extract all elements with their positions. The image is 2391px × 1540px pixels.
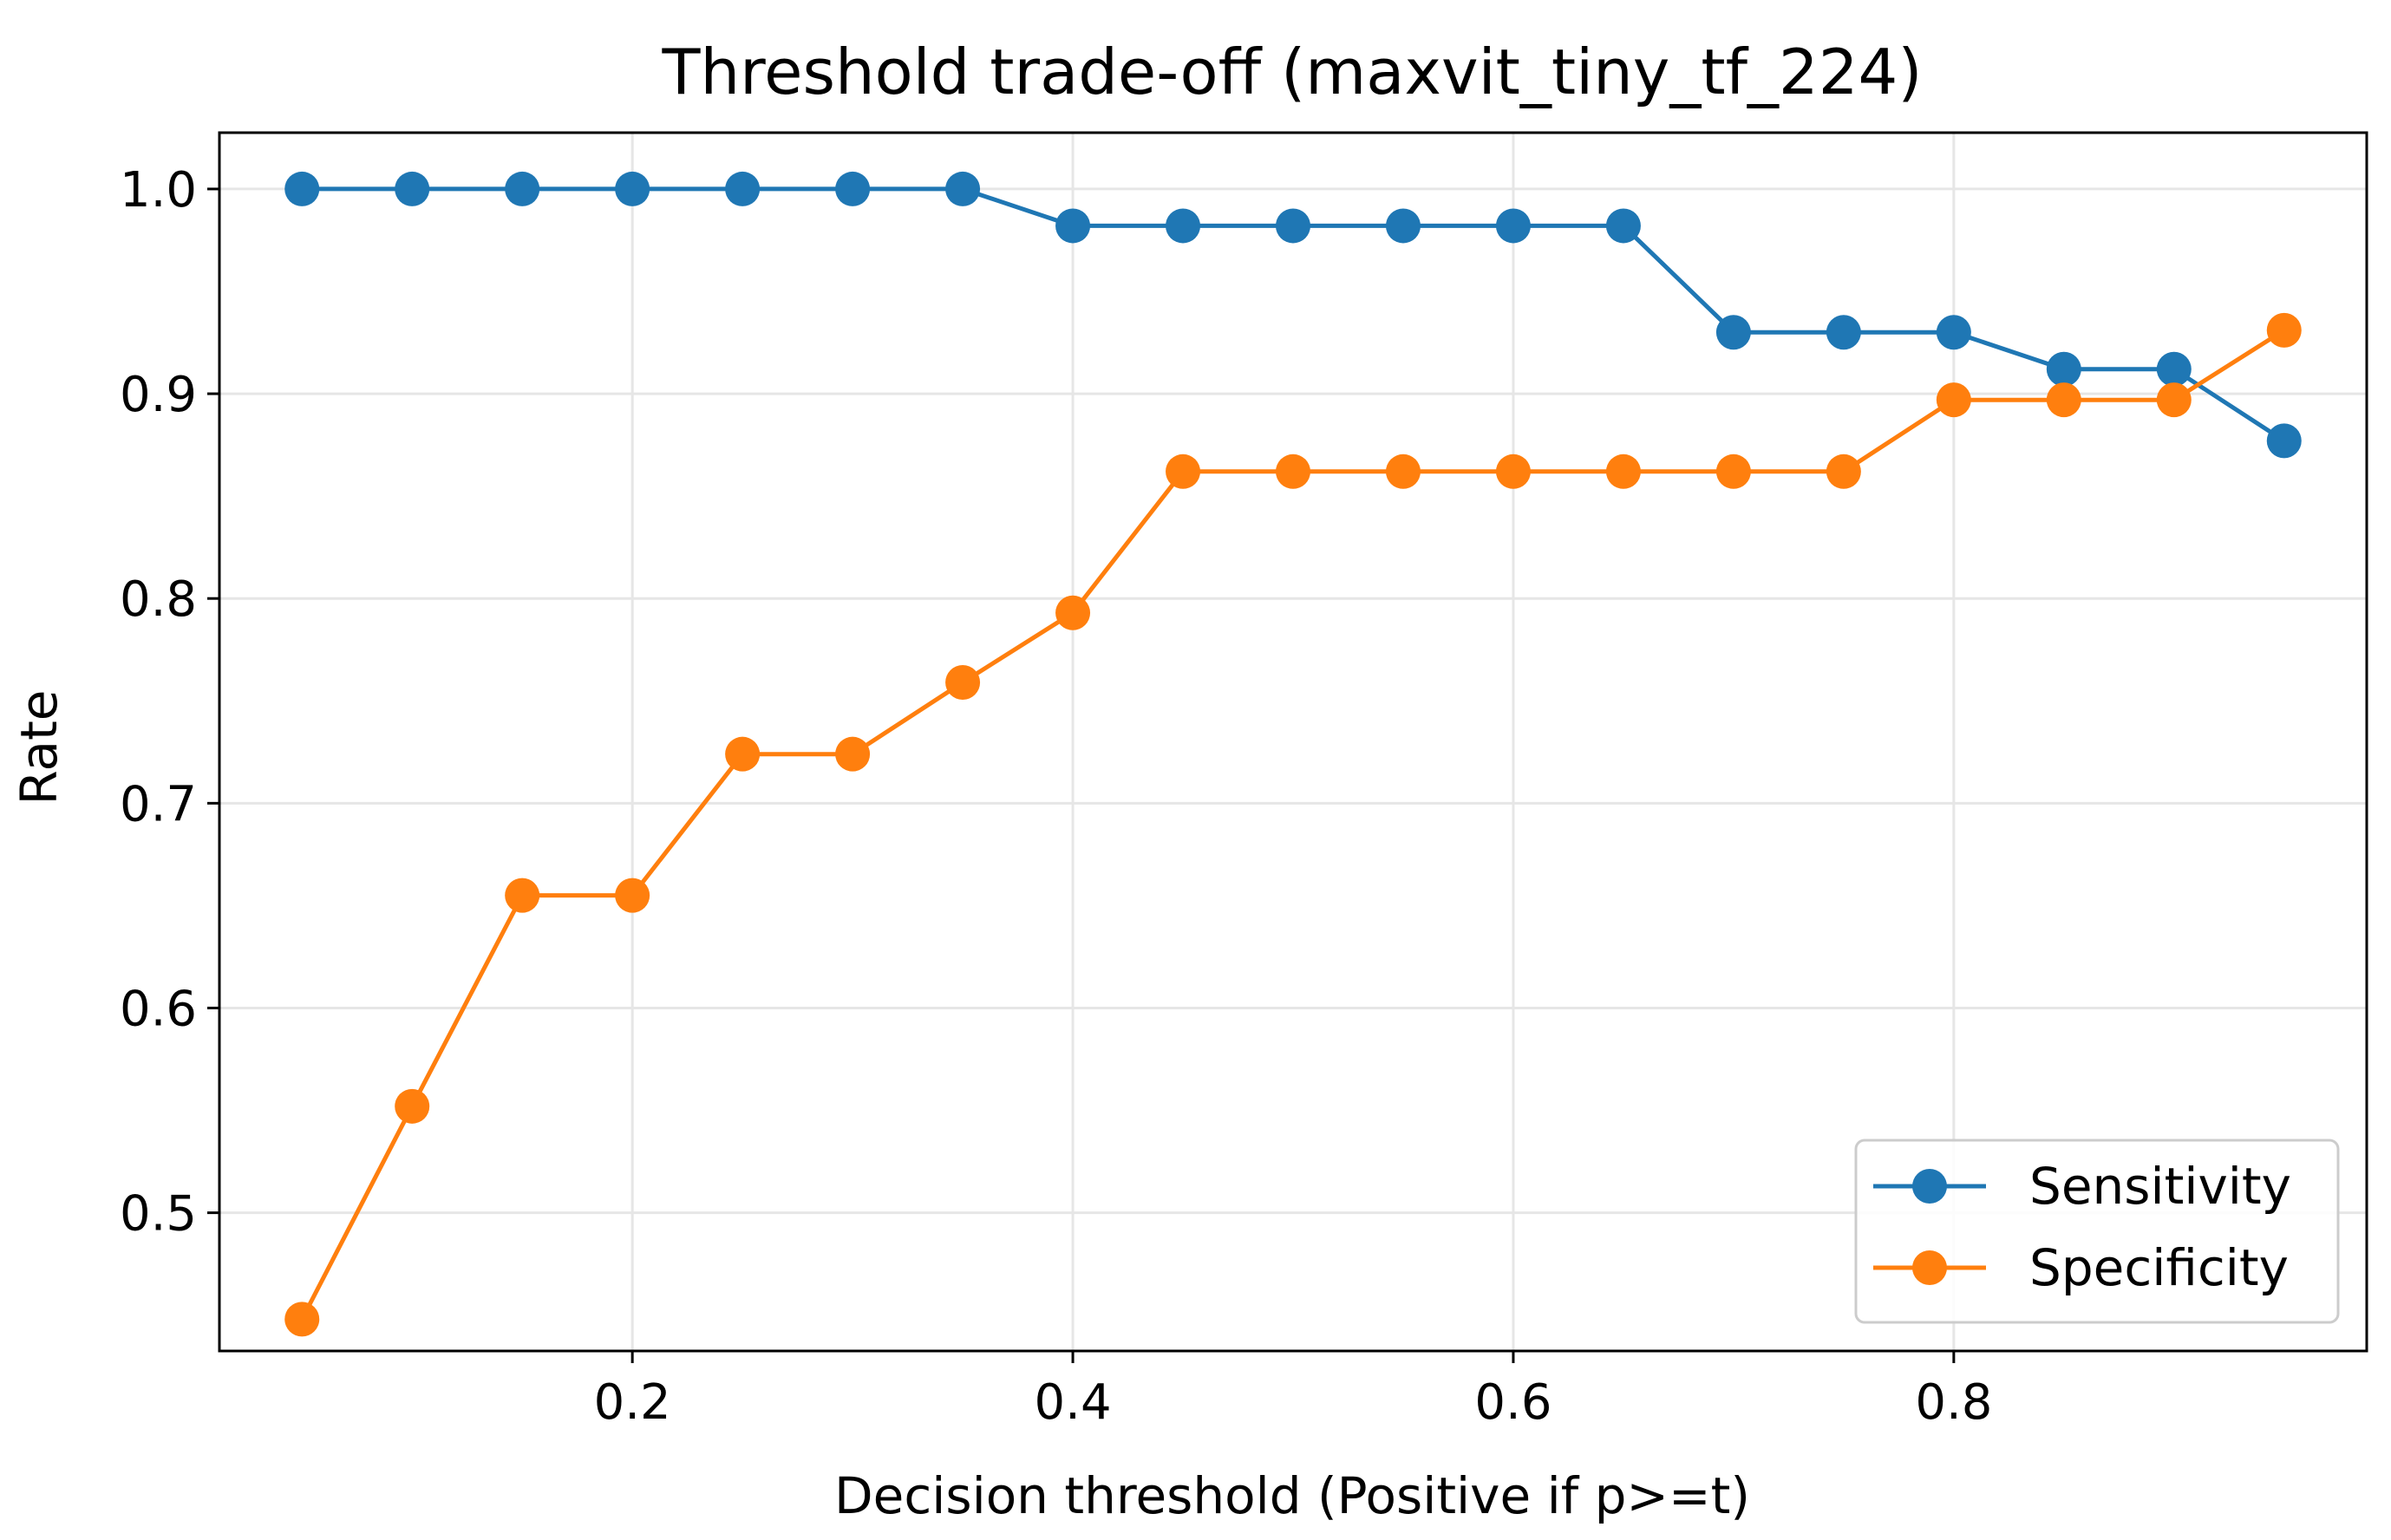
specificity-point — [1276, 454, 1310, 489]
sensitivity-point — [725, 171, 761, 206]
y-tick-label: 0.8 — [120, 571, 197, 628]
sensitivity-point — [615, 171, 650, 206]
sensitivity-point — [284, 171, 320, 206]
specificity-point — [835, 736, 871, 772]
specificity-point — [725, 736, 761, 772]
x-tick-label: 0.4 — [1035, 1374, 1112, 1431]
sensitivity-point — [2156, 351, 2192, 387]
sensitivity-point — [1605, 208, 1641, 244]
y-axis-ticks: 0.5 0.6 0.7 0.8 0.9 1.0 — [120, 162, 219, 1243]
specificity-series — [284, 312, 2302, 1337]
sensitivity-series — [284, 171, 2302, 459]
legend: Sensitivity Specificity — [1854, 1139, 2340, 1324]
sensitivity-point — [1936, 315, 1971, 350]
sensitivity-point — [1715, 315, 1751, 350]
legend-sensitivity-label: Sensitivity — [2029, 1157, 2291, 1216]
specificity-point — [2266, 312, 2302, 348]
specificity-point — [1936, 382, 1971, 418]
series-lines — [284, 171, 2302, 1337]
y-tick-label: 1.0 — [120, 162, 197, 219]
sensitivity-point — [2046, 351, 2081, 387]
specificity-point — [1826, 454, 1861, 489]
y-tick-label: 0.9 — [120, 367, 197, 423]
sensitivity-point — [1276, 208, 1310, 244]
x-tick-label: 0.8 — [1915, 1374, 1992, 1431]
legend-specificity-label: Specificity — [2029, 1238, 2289, 1297]
grid — [219, 133, 2367, 1351]
specificity-point — [1495, 454, 1531, 489]
sensitivity-point — [835, 171, 871, 206]
specificity-point — [1385, 454, 1421, 489]
sensitivity-point — [1055, 208, 1091, 244]
sensitivity-point — [1385, 208, 1421, 244]
x-axis-ticks: 0.2 0.4 0.6 0.8 — [594, 1351, 1992, 1431]
x-axis-label: Decision threshold (Positive if p>=t) — [834, 1466, 1750, 1525]
specificity-point — [1166, 454, 1201, 489]
x-tick-label: 0.6 — [1474, 1374, 1552, 1431]
y-tick-label: 0.7 — [120, 776, 197, 832]
chart-title: Threshold trade-off (maxvit_tiny_tf_224) — [662, 36, 1923, 108]
specificity-point — [2046, 382, 2081, 418]
plot-frame — [218, 131, 2368, 1353]
legend-sensitivity-marker — [1912, 1169, 1947, 1204]
y-axis-label: Rate — [10, 690, 69, 806]
x-tick-label: 0.2 — [594, 1374, 671, 1431]
specificity-point — [1055, 595, 1091, 630]
legend-specificity-marker — [1912, 1250, 1947, 1285]
specificity-point — [1605, 454, 1641, 489]
sensitivity-point — [395, 171, 430, 206]
sensitivity-point — [505, 171, 540, 206]
sensitivity-point — [1826, 315, 1861, 350]
sensitivity-point — [1495, 208, 1531, 244]
y-tick-label: 0.5 — [120, 1186, 197, 1243]
y-tick-label: 0.6 — [120, 981, 197, 1037]
sensitivity-point — [945, 171, 981, 206]
specificity-point — [945, 665, 981, 701]
sensitivity-point — [2266, 423, 2302, 459]
sensitivity-point — [1166, 208, 1201, 244]
specificity-point — [284, 1302, 320, 1337]
specificity-point — [505, 878, 540, 913]
specificity-point — [615, 878, 650, 913]
specificity-point — [1715, 454, 1751, 489]
specificity-point — [2156, 382, 2192, 418]
specificity-point — [395, 1088, 430, 1124]
